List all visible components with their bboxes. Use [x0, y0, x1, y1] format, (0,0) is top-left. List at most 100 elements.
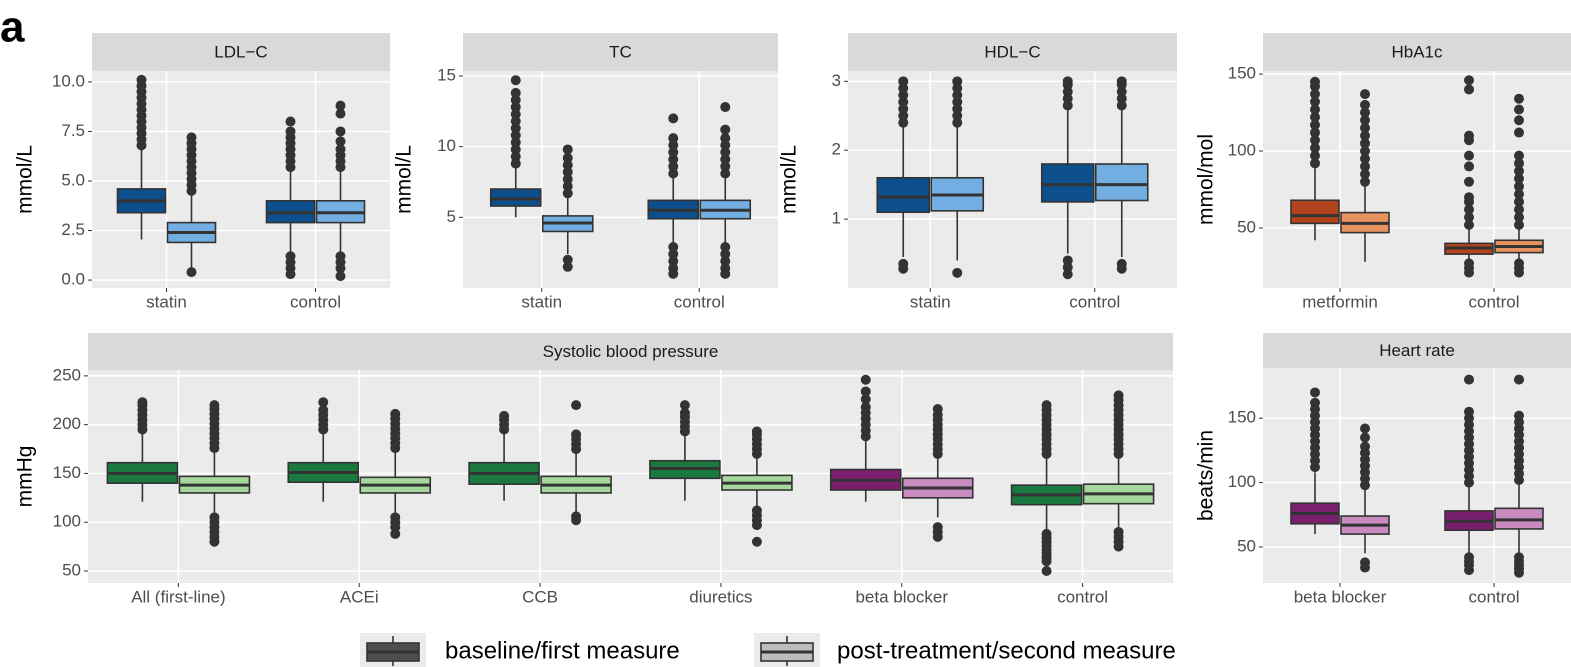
y-tick-label: 3	[832, 71, 841, 90]
outlier	[1360, 89, 1370, 100]
outlier	[1514, 115, 1524, 126]
outlier	[1514, 127, 1524, 138]
outlier	[1310, 89, 1320, 100]
y-tick-label: 15	[437, 65, 456, 84]
outlier	[898, 97, 909, 107]
outlier	[1514, 104, 1524, 115]
outlier	[1360, 423, 1370, 434]
outlier	[720, 133, 731, 144]
outlier	[860, 394, 871, 405]
outlier	[668, 268, 679, 279]
outlier	[1360, 122, 1370, 133]
outlier	[720, 154, 731, 165]
outlier	[1514, 567, 1524, 578]
outlier	[1464, 176, 1474, 187]
panel-title: HbA1c	[1391, 42, 1443, 61]
outlier	[860, 374, 871, 385]
plot-background	[1263, 368, 1571, 583]
y-tick-label: 150	[53, 463, 81, 482]
outlier	[1464, 565, 1474, 576]
outlier	[335, 126, 346, 137]
outlier	[1116, 263, 1127, 274]
x-tick-label: control	[1057, 587, 1108, 606]
x-tick-label: All (first-line)	[131, 587, 225, 606]
outlier	[1310, 135, 1320, 146]
outlier	[1062, 76, 1073, 87]
outlier	[668, 249, 679, 260]
outlier	[335, 144, 346, 155]
outlier	[1464, 204, 1474, 215]
outlier	[1360, 115, 1370, 126]
y-tick-label: 1	[832, 209, 841, 228]
outlier	[1464, 192, 1474, 203]
outlier	[1062, 255, 1073, 266]
outlier	[1514, 181, 1524, 192]
outlier	[510, 144, 521, 155]
x-tick-label: control	[674, 292, 725, 311]
outlier	[571, 429, 582, 440]
x-tick-label: statin	[521, 292, 562, 311]
outlier	[510, 116, 521, 127]
y-tick-label: 2.5	[61, 220, 85, 239]
outlier	[285, 116, 296, 127]
outlier	[562, 188, 573, 199]
strip	[463, 33, 778, 71]
outlier	[510, 109, 521, 120]
outlier	[751, 520, 762, 531]
outlier	[335, 271, 346, 282]
outlier	[898, 103, 909, 114]
outlier	[1310, 127, 1320, 138]
outlier	[720, 256, 731, 267]
legend-label: post-treatment/second measure	[837, 637, 1176, 664]
outlier	[1464, 130, 1474, 141]
outlier	[720, 140, 731, 151]
outlier	[952, 83, 963, 94]
outlier	[1310, 397, 1320, 408]
y-axis-label: mmol/L	[393, 145, 416, 214]
outlier	[335, 263, 346, 274]
x-tick-label: diuretics	[689, 587, 752, 606]
plot-background	[88, 370, 1173, 583]
strip	[848, 33, 1177, 71]
outlier	[952, 110, 963, 121]
outlier	[510, 75, 521, 86]
outlier	[390, 408, 401, 419]
outlier	[1062, 100, 1073, 111]
y-tick-label: 5.0	[61, 170, 85, 189]
outlier	[1514, 196, 1524, 207]
outlier	[1514, 212, 1524, 223]
outlier	[1062, 262, 1073, 273]
y-axis-label: beats/min	[1195, 430, 1218, 521]
outlier	[898, 90, 909, 101]
outlier	[285, 126, 296, 137]
outlier	[1062, 93, 1073, 104]
y-tick-label: 2	[832, 140, 841, 159]
outlier	[1360, 441, 1370, 452]
outlier	[952, 117, 963, 128]
outlier	[720, 102, 731, 113]
outlier	[510, 130, 521, 141]
y-tick-label: 150	[1228, 64, 1256, 83]
outlier	[562, 144, 573, 155]
outlier	[1116, 86, 1127, 97]
outlier	[1464, 150, 1474, 161]
y-tick-label: 100	[53, 512, 81, 531]
box	[1290, 199, 1340, 225]
outlier	[390, 528, 401, 539]
box	[1040, 163, 1095, 203]
outlier	[1360, 169, 1370, 180]
outlier	[1041, 565, 1052, 576]
outlier	[1310, 76, 1320, 87]
y-tick-label: 200	[53, 414, 81, 433]
y-tick-label: 0.0	[61, 270, 85, 289]
outlier	[510, 137, 521, 148]
strip	[1263, 333, 1571, 368]
outlier	[510, 87, 521, 98]
outlier	[1062, 269, 1073, 280]
outlier	[860, 386, 871, 397]
outlier	[1464, 75, 1474, 86]
outlier	[668, 168, 679, 179]
outlier	[335, 136, 346, 147]
outlier	[1310, 104, 1320, 115]
